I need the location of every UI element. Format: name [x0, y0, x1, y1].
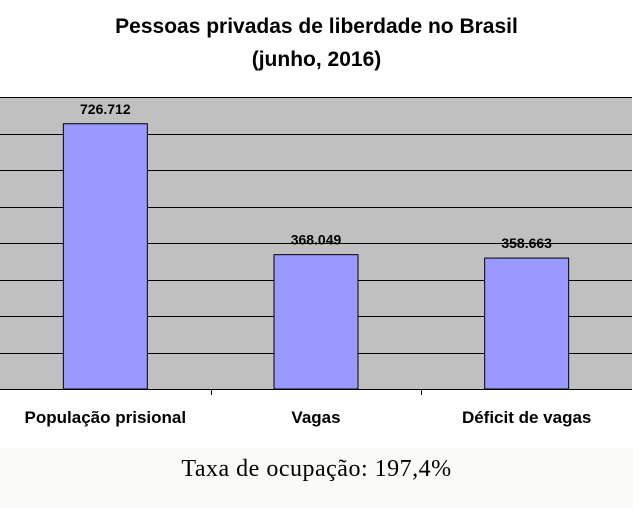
footer-band	[0, 448, 633, 508]
data-label-1: 726.712	[80, 101, 131, 117]
chart-title-line1: Pessoas privadas de liberdade no Brasil	[115, 15, 518, 38]
data-label-3: 358.663	[501, 235, 552, 251]
chart-title: Pessoas privadas de liberdade no Brasil …	[0, 10, 633, 76]
chart-title-line2: (junho, 2016)	[251, 48, 382, 71]
bar-3	[484, 257, 570, 390]
bar-1	[62, 123, 148, 390]
bar-chart: 726.712 População prisional 368.049 Vagas 35…	[0, 97, 632, 427]
category-label-3: Déficit de vagas	[462, 408, 591, 427]
data-label-2: 368.049	[291, 232, 342, 248]
category-label-1: População prisional	[25, 408, 187, 427]
bar-2	[273, 254, 359, 390]
category-label-2: Vagas	[291, 408, 340, 427]
occupancy-rate-note: Taxa de ocupação: 197,4%	[181, 456, 452, 482]
